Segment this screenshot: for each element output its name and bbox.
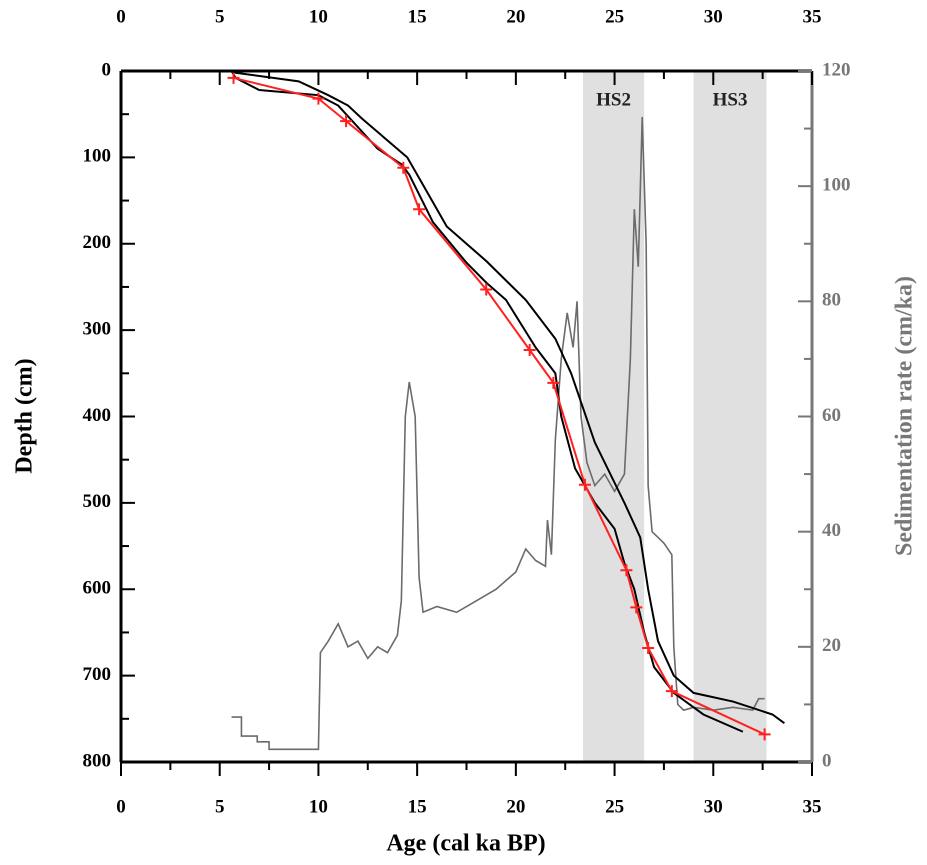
data-point — [578, 478, 591, 491]
data-point — [340, 115, 353, 128]
y-tick-label: 800 — [83, 750, 112, 771]
data-point — [227, 71, 240, 84]
y-tick-label: 300 — [83, 318, 112, 339]
data-point — [630, 601, 643, 614]
event-band — [693, 71, 767, 762]
data-point — [523, 343, 536, 356]
data-point — [665, 685, 678, 698]
x-tick-label: 15 — [408, 6, 427, 27]
x-tick-label: 30 — [704, 796, 723, 817]
y2-tick-label: 120 — [822, 59, 851, 80]
y-tick-label: 0 — [102, 59, 112, 80]
y-tick-label: 400 — [83, 405, 112, 426]
y-tick-label: 600 — [83, 578, 112, 599]
x-tick-label: 25 — [605, 796, 624, 817]
x-tick-label: 10 — [309, 6, 328, 27]
x-tick-label: 35 — [803, 796, 822, 817]
data-point — [312, 92, 325, 105]
y2-tick-label: 80 — [822, 290, 841, 311]
x-tick-label: 5 — [215, 6, 225, 27]
x-tick-label: 5 — [215, 796, 225, 817]
y-tick-label: 700 — [83, 664, 112, 685]
data-point — [620, 564, 633, 577]
series-line — [231, 70, 785, 724]
x-tick-label: 20 — [506, 796, 525, 817]
band-label: HS2 — [596, 89, 631, 110]
data-point — [480, 283, 493, 296]
series-line — [233, 76, 766, 736]
y2-tick-label: 60 — [822, 405, 841, 426]
y-tick-label: 500 — [83, 491, 112, 512]
data-point — [642, 641, 655, 654]
x-tick-label: 10 — [309, 796, 328, 817]
y2-tick-label: 40 — [822, 520, 841, 541]
y-tick-label: 200 — [83, 232, 112, 253]
x-axis-title: Age (cal ka BP) — [386, 831, 545, 857]
y2-tick-label: 20 — [822, 635, 841, 656]
x-tick-label: 25 — [605, 6, 624, 27]
x-tick-label: 20 — [506, 6, 525, 27]
x-tick-label: 0 — [116, 796, 126, 817]
y-tick-label: 100 — [83, 146, 112, 167]
data-point — [547, 376, 560, 389]
x-tick-label: 35 — [803, 6, 822, 27]
data-point — [397, 161, 410, 174]
series-line — [231, 117, 765, 751]
band-label: HS3 — [713, 89, 748, 110]
y2-tick-label: 100 — [822, 175, 851, 196]
series-line — [230, 70, 744, 733]
y-axis-title: Depth (cm) — [12, 358, 38, 473]
x-tick-label: 0 — [116, 6, 126, 27]
x-tick-label: 15 — [408, 796, 427, 817]
data-point — [758, 728, 771, 741]
event-band — [582, 71, 645, 762]
y2-tick-label: 0 — [822, 750, 832, 771]
y2-axis-title: Sedimentation rate (cm/ka) — [892, 276, 918, 556]
x-tick-label: 30 — [704, 6, 723, 27]
data-point — [413, 203, 426, 216]
